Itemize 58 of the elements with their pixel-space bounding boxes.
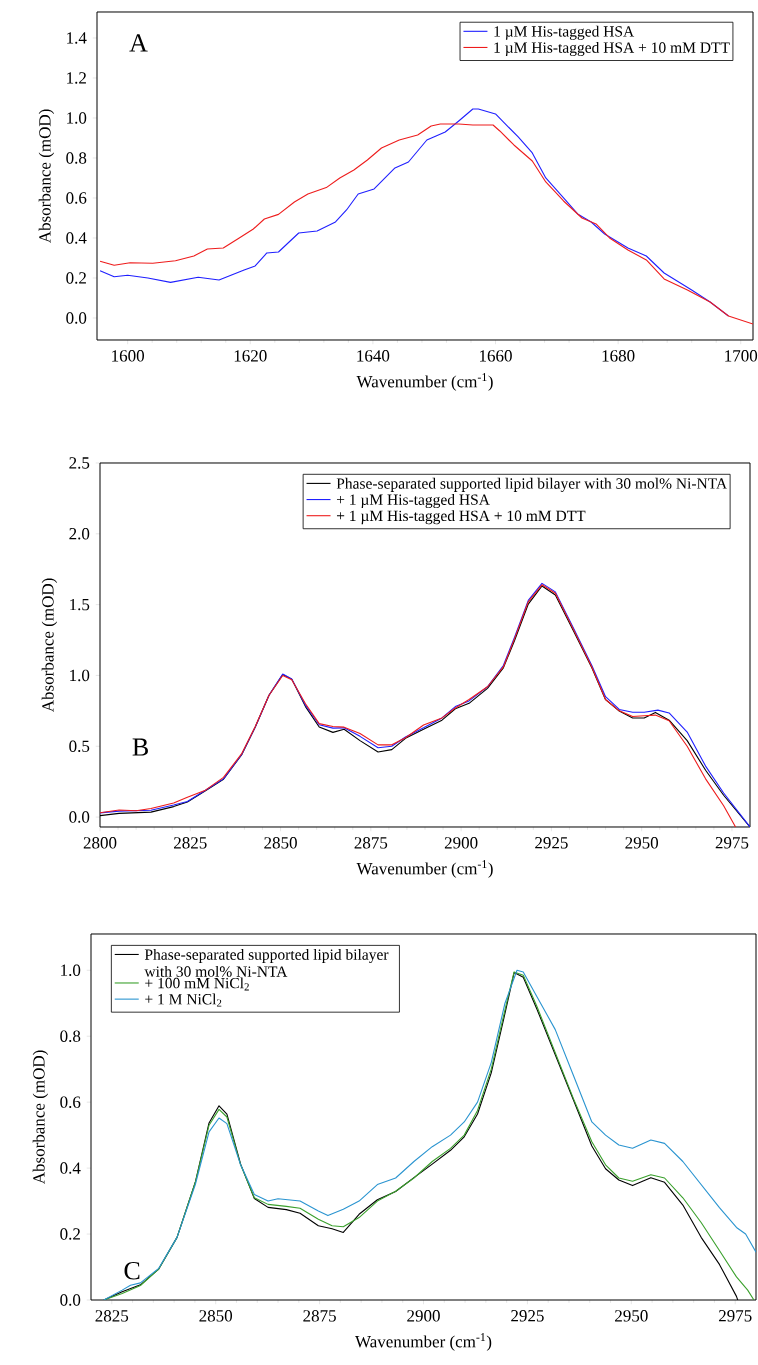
annotation: C [124, 1262, 140, 1280]
y-tick-label: 0.6 [60, 1096, 81, 1108]
x-tick-label: 2875 [303, 1310, 336, 1322]
x-tick-label: 1660 [480, 350, 512, 362]
y-tick-label: 1.2 [67, 72, 86, 84]
x-tick-label: 2925 [535, 837, 568, 849]
y-tick-label: 1.0 [61, 964, 81, 977]
legend-label: Phase-separated supported lipid bilayer with 30 mol% Ni-NTA [144, 948, 389, 977]
x-tick-label: 2825 [174, 837, 207, 849]
annotation: B [132, 738, 148, 756]
x-tick-label: 2975 [718, 1310, 752, 1322]
legend-label: Phase-separated supported lipid bilayer with 30 mol% Ni-NTA [336, 477, 728, 492]
x-tick-label: 2900 [444, 837, 478, 849]
x-axis-title: Wavenumber (cm$^{-1}$) [355, 1333, 492, 1351]
y-tick-label: 0.2 [66, 272, 86, 284]
x-tick-label: 1620 [234, 350, 267, 362]
y-tick-label: 0.5 [69, 740, 90, 753]
y-tick-label: 2.5 [69, 457, 90, 469]
y-tick-label: 0.4 [60, 1162, 81, 1174]
x-axis-title: Wavenumber (cm$^{-1}$) [356, 373, 493, 391]
legend-label: + 1 M NiCl$_{2}$ [145, 993, 222, 1007]
y-tick-label: 0.2 [60, 1228, 80, 1240]
x-tick-label: 1680 [602, 350, 635, 362]
y-tick-label: 1.5 [70, 598, 90, 611]
y-tick-label: 0.4 [66, 232, 87, 244]
y-tick-label: 2.0 [69, 528, 90, 540]
annotation: A [129, 34, 148, 52]
legend-label: 1 µM His-tagged HSA + 10 mM DTT [494, 41, 730, 57]
y-axis-title: Absorbance (mOD) [41, 578, 58, 713]
x-tick-label: 2950 [625, 837, 659, 849]
y-tick-label: 1.4 [67, 32, 87, 44]
x-tick-label: 2975 [715, 837, 749, 849]
legend-label: 1 µM His-tagged HSA [494, 25, 635, 40]
x-axis-title: Wavenumber (cm$^{-1}$) [356, 860, 493, 878]
x-tick-label: 1700 [725, 350, 758, 362]
x-tick-label: 2800 [83, 837, 117, 849]
x-tick-label: 2825 [95, 1310, 129, 1322]
legend-label: + 100 mM NiCl$_{2}$ [145, 977, 249, 991]
x-tick-label: 2875 [354, 837, 388, 849]
x-tick-label: 2925 [511, 1310, 544, 1322]
y-tick-label: 0.8 [60, 1030, 81, 1042]
y-tick-label: 1.0 [70, 669, 90, 682]
y-tick-label: 0.0 [69, 811, 90, 823]
x-tick-label: 2850 [199, 1310, 233, 1322]
y-tick-label: 0.0 [60, 1294, 81, 1306]
x-tick-label: 2900 [407, 1310, 440, 1322]
x-tick-label: 1640 [357, 350, 390, 362]
y-axis-title: Absorbance (mOD) [38, 109, 55, 244]
x-tick-label: 2850 [264, 837, 297, 849]
y-axis-title: Absorbance (mOD) [32, 1050, 49, 1185]
x-tick-label: 2950 [615, 1310, 648, 1322]
legend-label: + 1 µM His-tagged HSA [336, 494, 490, 509]
y-tick-label: 1.0 [67, 112, 87, 124]
y-tick-label: 0.6 [66, 192, 87, 204]
y-tick-label: 0.8 [66, 152, 87, 164]
legend-label: + 1 µM His-tagged HSA + 10 mM DTT [336, 510, 586, 525]
y-tick-label: 0.0 [66, 312, 87, 324]
x-tick-label: 1600 [112, 350, 145, 362]
